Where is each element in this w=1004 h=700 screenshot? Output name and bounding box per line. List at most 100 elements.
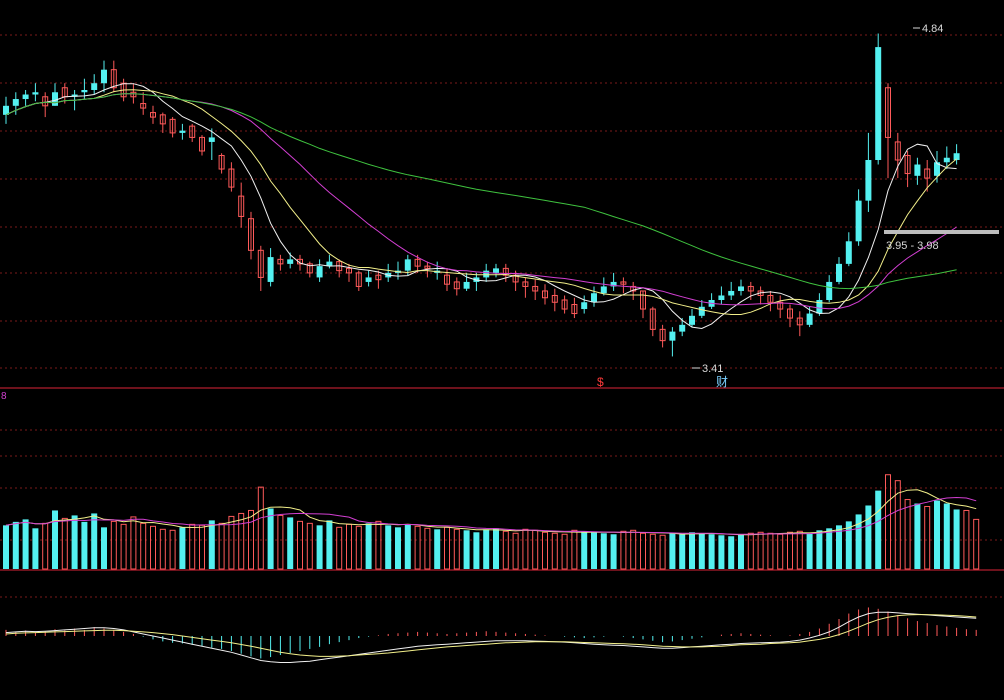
macd-dif-line [5, 611, 977, 663]
volume-bar-up [199, 524, 205, 570]
volume-bar-down [934, 500, 940, 569]
volume-bar-down [71, 515, 78, 569]
candle-body-up [767, 294, 774, 303]
candle-body-up [453, 281, 460, 290]
volume-bar-up [355, 525, 362, 570]
candle-body-up [277, 258, 284, 265]
volume-bar-up [238, 512, 245, 570]
candle-body-down [101, 69, 107, 84]
candle-body-down [875, 47, 882, 161]
volume-bar-down [806, 533, 813, 569]
candle-body-up [747, 285, 754, 292]
volume-bar-down [91, 513, 98, 569]
candle-body-down [463, 281, 470, 289]
volume-bar-up [61, 517, 68, 570]
volume-bar-up [336, 526, 343, 570]
candle-body-up [502, 267, 509, 276]
candle-body-down [738, 286, 744, 291]
volume-bar-down [581, 531, 588, 569]
candle-body-down [581, 302, 588, 310]
candle-body-up [571, 304, 578, 315]
candle-body-down [3, 105, 9, 115]
volume-bar-down [365, 523, 372, 569]
candle-body-up [189, 125, 196, 138]
candle-body-up [659, 328, 666, 342]
volume-bar-down [914, 503, 921, 569]
volume-ma5-line [5, 489, 977, 536]
volume-bar-up [561, 533, 568, 570]
candle-body-up [796, 317, 803, 326]
price-band-label: 3.95 - 3.98 [886, 240, 939, 252]
volume-bar-down [738, 534, 744, 569]
volume-bar-down [845, 521, 852, 569]
volume-bar-up [973, 518, 980, 570]
grid-lines [0, 34, 1004, 598]
volume-bar-up [110, 520, 117, 570]
volume-bar-down [689, 532, 695, 569]
volume-bar-down [816, 530, 823, 569]
candle-body-up [306, 263, 313, 274]
volume-bar-down [3, 525, 9, 569]
volume-panel [3, 474, 980, 570]
candle-body-down [404, 259, 411, 271]
volume-bar-down [836, 525, 842, 569]
volume-bar-up [542, 531, 548, 570]
candle-body-up [414, 258, 421, 267]
candle-body-down [365, 277, 372, 282]
volume-bar-down [953, 509, 960, 569]
candle-body-up [522, 281, 529, 287]
volume-bar-up [277, 514, 284, 570]
candle-body-up [257, 249, 264, 278]
volume-bar-up [757, 531, 764, 570]
volume-bar-up [248, 509, 254, 570]
candle-body-up [228, 168, 235, 188]
candle-body-up [777, 301, 784, 310]
candle-body-down [669, 331, 676, 341]
candle-body-down [71, 94, 78, 97]
candle-body-down [826, 281, 833, 300]
volume-bar-up [532, 529, 539, 570]
volume-bar-up [306, 522, 313, 570]
volume-bar-up [747, 532, 754, 570]
volume-bar-down [326, 520, 333, 569]
volume-bar-up [424, 527, 431, 570]
candle-body-up [532, 285, 539, 292]
period-high-label: 4.84 [922, 23, 943, 35]
candle-body-up [297, 258, 303, 265]
volume-bar-up [150, 525, 156, 570]
volume-bar-down [943, 503, 950, 569]
volume-bar-down [385, 525, 392, 569]
volume-bar-up [659, 534, 666, 570]
candle-body-down [698, 306, 705, 316]
candle-body-down [179, 130, 186, 133]
event-financial-report-marker[interactable]: 财 [716, 375, 728, 389]
candle-body-down [836, 263, 842, 282]
volume-bar-down [52, 510, 58, 569]
candle-body-down [689, 315, 695, 325]
candle-body-up [885, 87, 891, 138]
candle-body-down [316, 266, 323, 278]
candle-body-down [806, 313, 813, 325]
volume-bar-down [483, 529, 490, 569]
volume-bar-up [963, 509, 970, 570]
volume-bar-up [885, 474, 891, 570]
candle-body-down [267, 257, 274, 282]
candle-body-up [561, 299, 568, 310]
candle-body-down [91, 83, 98, 90]
volume-bar-up [297, 520, 303, 570]
volume-bar-up [904, 499, 911, 570]
price-band-bar [884, 230, 999, 234]
volume-bar-up [630, 529, 637, 570]
volume-bar-down [267, 508, 274, 569]
volume-bar-up [894, 480, 901, 570]
candle-body-up [218, 154, 225, 170]
event-dollar-marker[interactable]: $ [597, 375, 604, 389]
volume-bar-down [473, 532, 480, 569]
candle-body-down [845, 241, 852, 264]
period-low-label: 3.41 [702, 363, 723, 375]
volume-bar-down [493, 528, 499, 569]
volume-panel-tag: 8 [1, 391, 7, 402]
macd-panel [5, 607, 977, 663]
volume-bar-up [189, 523, 196, 570]
